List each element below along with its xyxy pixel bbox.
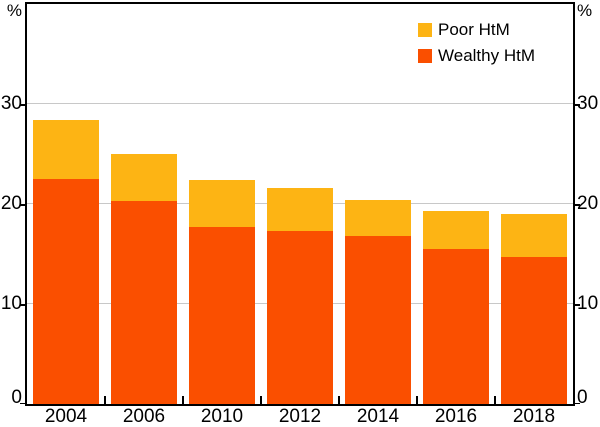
bar-2016-poor-htm [423,211,489,249]
bar-2010-poor-htm [189,180,255,227]
bar-2010-wealthy-htm [189,227,255,404]
legend-item-wealthy-htm: Wealthy HtM [418,47,535,64]
bar-2004-wealthy-htm [33,179,99,404]
legend-swatch-wealthy-htm [418,48,432,63]
bar-2004-poor-htm [33,120,99,179]
x-axis-label-2014: 2014 [356,406,400,427]
x-axis-label-2010: 2010 [200,406,244,427]
legend-label-poor-htm: Poor HtM [438,20,510,39]
y-axis-label-left-0: 0 [11,387,22,408]
y-axis-tick-left-20 [20,204,25,206]
y-axis-tick-right-10 [575,304,580,306]
bar-2012-wealthy-htm [267,231,333,404]
bar-2006-wealthy-htm [111,201,177,404]
y-axis-tick-left-10 [20,304,25,306]
y-axis-label-right-10: 10 [577,293,599,314]
y-axis-label-right-0: 0 [577,387,588,408]
plot-area: Poor HtM Wealthy HtM [25,2,575,406]
x-axis-label-2016: 2016 [434,406,478,427]
y-axis-tick-right-0 [575,402,580,404]
y-axis-tick-right-30 [575,104,580,106]
x-axis-boundary-tick [104,396,106,404]
x-axis-boundary-tick [494,396,496,404]
x-axis-boundary-tick [338,396,340,404]
y-axis-label-right-30: 30 [577,93,599,114]
legend-item-poor-htm: Poor HtM [418,21,535,38]
bar-2012-poor-htm [267,188,333,231]
y-axis-label-left-30: 30 [0,93,22,114]
y-axis-unit-left: % [6,1,22,20]
x-axis-boundary-tick [416,396,418,404]
y-axis-unit-right: % [577,1,593,20]
x-axis-boundary-tick [182,396,184,404]
bar-2018-wealthy-htm [501,257,567,404]
bar-2018-poor-htm [501,214,567,257]
bar-2014-poor-htm [345,200,411,236]
x-axis-label-2004: 2004 [44,406,88,427]
y-axis-label-right-20: 20 [577,193,599,214]
x-axis-label-2012: 2012 [278,406,322,427]
bar-2006-poor-htm [111,154,177,201]
legend-label-wealthy-htm: Wealthy HtM [438,46,535,65]
y-axis-tick-right-20 [575,204,580,206]
x-axis-label-2018: 2018 [512,406,556,427]
gridline-30 [27,102,573,104]
y-axis-label-left-10: 10 [0,293,22,314]
y-axis-tick-left-0 [20,402,25,404]
bar-2014-wealthy-htm [345,236,411,404]
y-axis-tick-left-30 [20,104,25,106]
y-axis-label-left-20: 20 [0,193,22,214]
bar-2016-wealthy-htm [423,249,489,404]
legend-swatch-poor-htm [418,22,432,37]
x-axis-boundary-tick [260,396,262,404]
legend: Poor HtM Wealthy HtM [418,21,535,64]
x-axis-label-2006: 2006 [122,406,166,427]
